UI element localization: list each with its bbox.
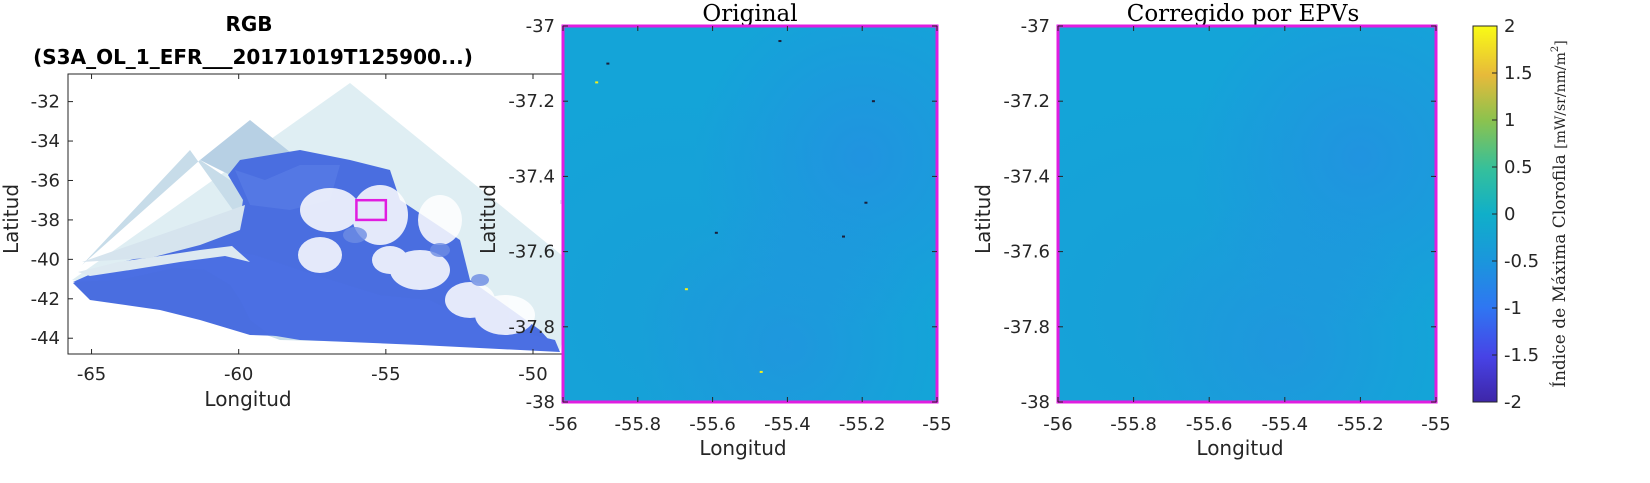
original-y-tick-label: -37.4 xyxy=(508,166,555,187)
corrected-x-tick-label: -55.6 xyxy=(1186,414,1233,435)
rgb-title-line2: (S3A_OL_1_EFR___20171019T125900...) xyxy=(33,45,473,69)
rgb-x-tick-label: -55 xyxy=(371,364,400,385)
outlier-pixel xyxy=(759,370,763,373)
corrected-frame xyxy=(1056,24,1438,404)
rgb-y-tick-label: -34 xyxy=(31,131,60,152)
original-y-tick-label: -37 xyxy=(526,16,555,37)
colorbar-tick-label: -2 xyxy=(1504,392,1522,413)
corrected-y-axis-label: Latitud xyxy=(971,184,995,254)
corrected-y-ticks: -37 -37.2 -37.4 -37.6 -37.8 -38 xyxy=(1003,16,1436,413)
original-y-tick-label: -37.6 xyxy=(508,242,555,263)
rgb-x-tick-label: -50 xyxy=(518,364,547,385)
original-frame xyxy=(561,24,939,404)
colorbar-tick-label: -1.5 xyxy=(1504,345,1539,366)
original-heatmap-shade-3 xyxy=(563,26,937,402)
original-outlier-pixels xyxy=(595,40,875,373)
rgb-y-tick-label: -32 xyxy=(31,92,60,113)
rgb-y-ticks: -32 -34 -36 -38 -40 -42 -44 xyxy=(31,92,636,349)
rgb-y-axis-label: Latitud xyxy=(0,184,23,254)
corrected-x-axis-label: Longitud xyxy=(1196,436,1283,460)
rgb-panel: RGB (S3A_OL_1_EFR___20171019T125900...) xyxy=(0,12,637,411)
colorbar-label: Índice de Máxima Clorofila [mW/sr/nm/m2] xyxy=(1549,40,1570,387)
corrected-x-tick-label: -56 xyxy=(1043,414,1072,435)
region-highlight-box xyxy=(355,198,388,222)
corrected-y-tick-label: -37 xyxy=(1021,16,1050,37)
colorbar-label-unit: [mW/sr/nm/m xyxy=(1553,52,1569,149)
colorbar-tick-label: 0.5 xyxy=(1504,157,1533,178)
corrected-x-tick-label: -55 xyxy=(1421,414,1450,435)
rgb-x-tick-label: -65 xyxy=(77,364,106,385)
colorbar-tick-label: 0 xyxy=(1504,204,1515,225)
original-panel: Original -56 -55.8 -55.6 -55.4 -55.2 -55 -37-… xyxy=(476,1,952,460)
corrected-y-tick-label: -37.8 xyxy=(1003,317,1050,338)
outlier-pixel xyxy=(684,288,688,291)
rgb-y-tick-label: -44 xyxy=(31,328,60,349)
original-x-ticks: -56 -55.8 -55.6 -55.4 -55.2 -55 xyxy=(548,26,952,435)
outlier-pixel xyxy=(606,62,610,65)
corrected-x-tick-label: -55.8 xyxy=(1110,414,1157,435)
outlier-pixel xyxy=(842,235,845,238)
rgb-x-tick-label: -60 xyxy=(224,364,253,385)
original-x-tick-label: -55 xyxy=(922,414,951,435)
original-x-tick-label: -55.8 xyxy=(615,414,662,435)
original-x-tick-label: -55.4 xyxy=(764,414,811,435)
rgb-y-tick-label: -38 xyxy=(31,210,60,231)
rgb-y-tick-label: -42 xyxy=(31,289,60,310)
rgb-title-line1: RGB xyxy=(225,12,272,36)
rgb-x-ticks: -65 -60 -55 -50 xyxy=(77,74,548,385)
colorbar-tick-label: 1 xyxy=(1504,110,1515,131)
outlier-pixel xyxy=(714,231,718,234)
original-y-ticks: -37 -37.2 -37.4 -37.6 -37.8 -38 xyxy=(508,16,937,413)
outlier-pixel xyxy=(778,40,782,43)
outlier-pixel xyxy=(864,201,868,204)
original-y-tick-label: -38 xyxy=(526,392,555,413)
corrected-panel: Corregido por EPVs -56 -55.8 -55.6 -55.4 -55… xyxy=(971,1,1451,460)
corrected-y-tick-label: -37.2 xyxy=(1003,91,1050,112)
colorbar-label-close: ] xyxy=(1553,40,1569,45)
corrected-heatmap-shade-3 xyxy=(1058,26,1436,402)
colorbar-tick-label: -0.5 xyxy=(1504,251,1539,272)
colorbar-ticks: 2 1.5 1 0.5 0 -0.5 -1 -1.5 -2 xyxy=(1492,16,1539,413)
rgb-satellite-image xyxy=(72,83,606,352)
original-x-axis-label: Longitud xyxy=(699,436,786,460)
corrected-y-tick-label: -37.6 xyxy=(1003,242,1050,263)
corrected-title: Corregido por EPVs xyxy=(1127,1,1360,27)
colorbar-tick-label: 1.5 xyxy=(1504,63,1533,84)
rgb-x-axis-label: Longitud xyxy=(204,387,291,411)
outlier-pixel xyxy=(595,81,599,84)
rgb-y-tick-label: -40 xyxy=(31,249,60,270)
colorbar-tick-label: -1 xyxy=(1504,298,1522,319)
corrected-x-tick-label: -55.2 xyxy=(1337,414,1384,435)
original-title: Original xyxy=(702,1,797,27)
corrected-x-tick-label: -55.4 xyxy=(1262,414,1309,435)
original-x-tick-label: -55.6 xyxy=(689,414,736,435)
colorbar-tick-label: 2 xyxy=(1504,16,1515,37)
colorbar: 2 1.5 1 0.5 0 -0.5 -1 -1.5 -2 Índice de Máxima C… xyxy=(1472,16,1570,413)
outlier-pixel xyxy=(871,100,875,103)
corrected-x-ticks: -56 -55.8 -55.6 -55.4 -55.2 -55 xyxy=(1043,26,1451,435)
original-x-tick-label: -56 xyxy=(548,414,577,435)
corrected-y-tick-label: -37.4 xyxy=(1003,166,1050,187)
colorbar-label-superscript: 2 xyxy=(1550,46,1561,52)
original-y-axis-label: Latitud xyxy=(476,184,500,254)
original-y-tick-label: -37.2 xyxy=(508,91,555,112)
original-y-tick-label: -37.8 xyxy=(508,317,555,338)
colorbar-label-main: Índice de Máxima Clorofila xyxy=(1549,154,1570,388)
corrected-y-tick-label: -38 xyxy=(1021,392,1050,413)
rgb-y-tick-label: -36 xyxy=(31,170,60,191)
original-x-tick-label: -55.2 xyxy=(839,414,886,435)
